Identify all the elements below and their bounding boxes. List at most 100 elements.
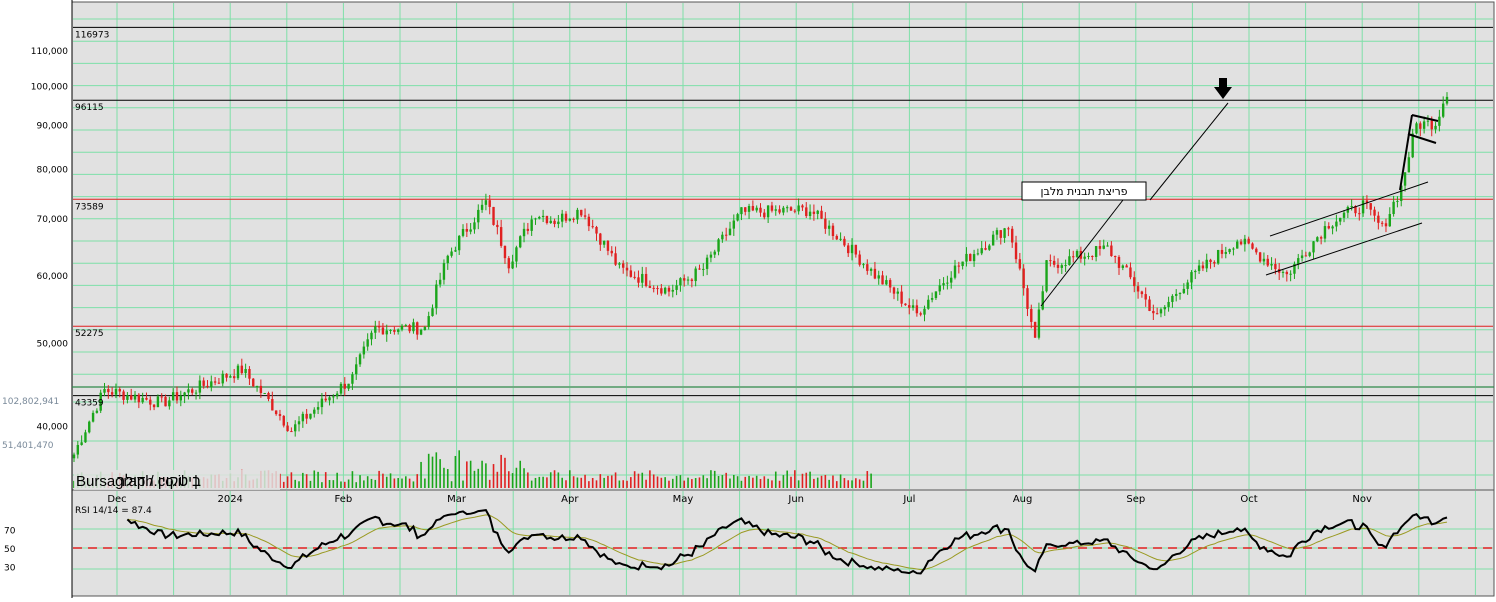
candle-body bbox=[1228, 249, 1231, 253]
flag-lower bbox=[1407, 133, 1437, 144]
candle bbox=[576, 207, 579, 224]
candle bbox=[1335, 214, 1338, 232]
candle bbox=[1163, 305, 1166, 316]
candle bbox=[1239, 239, 1243, 246]
candle-body bbox=[1247, 238, 1250, 244]
candle-body bbox=[126, 395, 129, 400]
candle bbox=[808, 204, 812, 220]
candle bbox=[847, 242, 850, 257]
candle-body bbox=[824, 218, 827, 229]
candle-body bbox=[1037, 309, 1041, 338]
candle bbox=[389, 329, 392, 334]
candle-body bbox=[1102, 245, 1105, 249]
candle-body bbox=[740, 207, 743, 215]
candle-body bbox=[656, 288, 659, 290]
candle bbox=[114, 383, 118, 399]
candle bbox=[1018, 252, 1022, 271]
candle bbox=[698, 264, 701, 270]
candle bbox=[717, 238, 720, 256]
candle bbox=[1350, 199, 1353, 211]
candle-body bbox=[736, 214, 739, 221]
chart-title: ביטקוין / דולר bbox=[117, 473, 201, 490]
candle-body bbox=[789, 207, 793, 211]
candle bbox=[656, 285, 659, 295]
x-tick-label: Nov bbox=[1352, 494, 1372, 505]
candle-body bbox=[705, 257, 709, 269]
candle-body bbox=[259, 385, 263, 394]
candle-body bbox=[114, 389, 118, 395]
candle-body bbox=[934, 291, 938, 299]
candle bbox=[141, 392, 144, 404]
candle bbox=[644, 267, 648, 288]
candle bbox=[633, 271, 636, 280]
candle bbox=[785, 205, 789, 213]
candle-body bbox=[599, 233, 602, 245]
candle bbox=[816, 209, 819, 220]
candle bbox=[183, 391, 186, 404]
candle bbox=[1190, 270, 1193, 290]
candle-body bbox=[526, 228, 530, 231]
breakout-line bbox=[1040, 199, 1124, 307]
candle-body bbox=[1365, 200, 1369, 204]
candle bbox=[766, 205, 770, 224]
candle bbox=[965, 247, 968, 267]
candle-body bbox=[759, 207, 762, 213]
candle bbox=[1270, 257, 1273, 270]
candle bbox=[175, 386, 179, 404]
candle bbox=[217, 377, 221, 385]
candle bbox=[885, 275, 888, 286]
candle bbox=[919, 311, 922, 317]
candle-body bbox=[820, 210, 823, 219]
candle-body bbox=[549, 220, 552, 224]
candle-body bbox=[515, 247, 518, 262]
candle-body bbox=[175, 392, 179, 401]
candle-body bbox=[84, 432, 87, 443]
candle-body bbox=[641, 273, 644, 283]
candle bbox=[503, 245, 507, 265]
candle-body bbox=[782, 207, 785, 213]
candle bbox=[324, 392, 327, 403]
candle-body bbox=[1388, 214, 1391, 227]
candle bbox=[149, 396, 152, 411]
candle-body bbox=[953, 265, 957, 278]
candle bbox=[606, 240, 610, 256]
candle-body bbox=[1327, 226, 1330, 229]
candle bbox=[1247, 236, 1250, 245]
candle bbox=[782, 205, 785, 216]
candle-body bbox=[522, 228, 526, 237]
candle-body bbox=[980, 248, 983, 254]
candle bbox=[602, 240, 606, 248]
volume-tick-label: 51,401,470 bbox=[2, 441, 54, 451]
x-tick-label: 2024 bbox=[217, 494, 242, 505]
candle bbox=[1155, 307, 1159, 315]
candle bbox=[164, 394, 167, 407]
candle-body bbox=[877, 275, 880, 279]
candle bbox=[953, 259, 957, 280]
candle bbox=[1236, 239, 1239, 249]
x-tick-label: Feb bbox=[335, 494, 353, 505]
candles bbox=[72, 92, 1449, 462]
channel-lower bbox=[1265, 222, 1423, 276]
x-axis: Dec 2024 Feb Mar Apr May Jun Jul Aug Sep Oct Nov bbox=[107, 494, 1372, 505]
candle-body bbox=[1117, 256, 1121, 268]
candle-body bbox=[683, 278, 686, 281]
candle-body bbox=[1094, 246, 1098, 258]
candle-body bbox=[389, 330, 392, 332]
candle-body bbox=[229, 376, 232, 378]
x-tick-label: Dec bbox=[107, 494, 126, 505]
candle bbox=[1339, 217, 1342, 226]
candle bbox=[534, 217, 537, 225]
rsi-line bbox=[126, 509, 1448, 575]
candle bbox=[740, 207, 743, 221]
candle bbox=[999, 229, 1002, 245]
candle bbox=[419, 328, 423, 336]
candle-body bbox=[442, 263, 446, 280]
candle-body bbox=[511, 261, 514, 269]
candle-body bbox=[732, 220, 736, 229]
candle bbox=[622, 260, 625, 274]
candle bbox=[137, 393, 141, 409]
candle bbox=[438, 272, 442, 288]
candle bbox=[694, 266, 697, 287]
candle-body bbox=[671, 289, 674, 292]
candle bbox=[1201, 261, 1205, 272]
